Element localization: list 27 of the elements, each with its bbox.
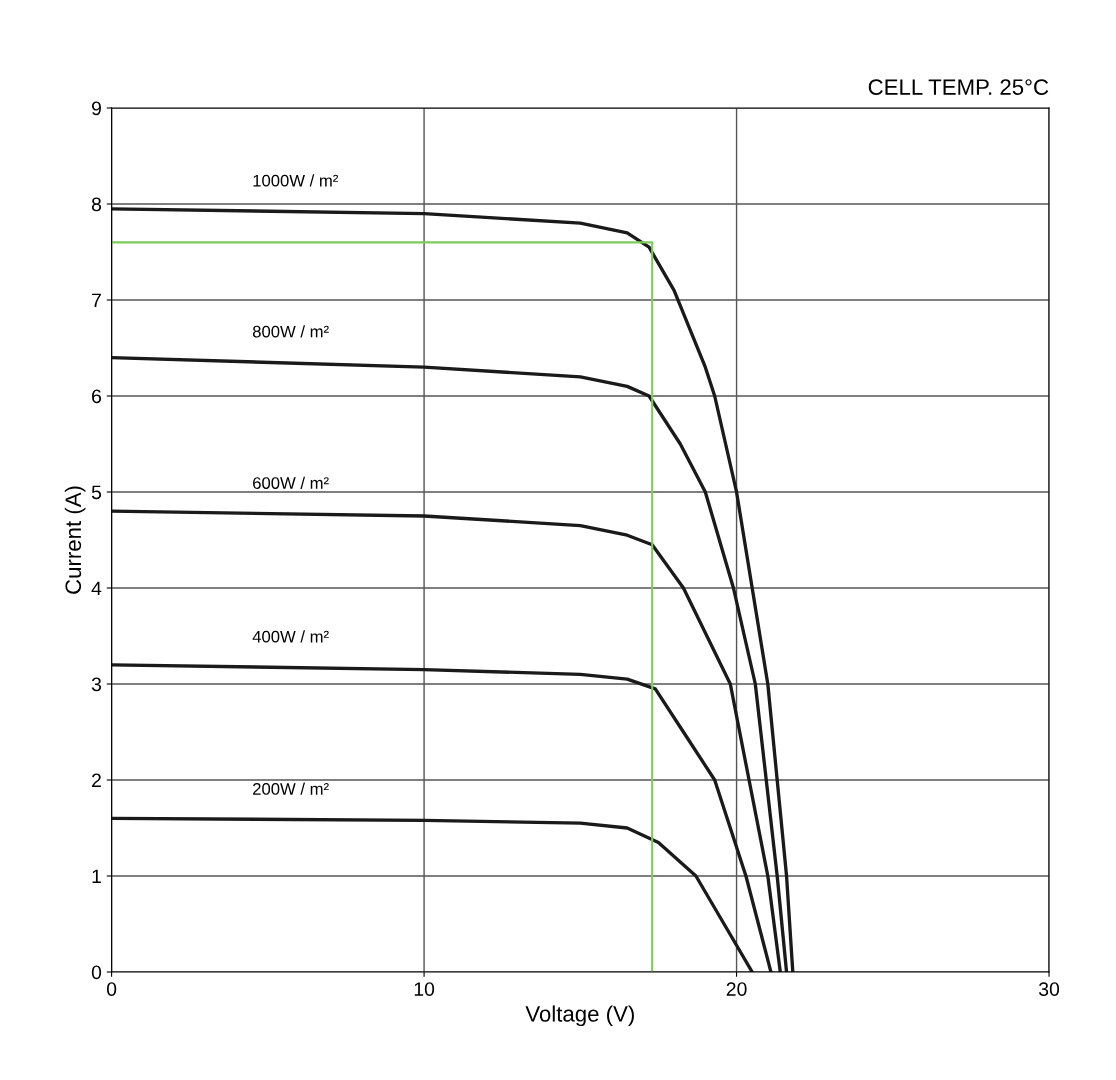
line-series <box>111 207 795 972</box>
line-series <box>111 663 773 972</box>
y-tick-label: 3 <box>91 677 102 692</box>
y-tick-label: 8 <box>91 197 102 212</box>
series-label: 600W / m² <box>253 476 329 489</box>
series-label: 400W / m² <box>252 630 329 643</box>
text: CELL TEMP. 25°C <box>868 79 1049 95</box>
y-tick-label: 0 <box>91 965 102 980</box>
x-axis-title: Voltage (V) <box>525 1005 634 1027</box>
y-axis-title: Current (A) <box>64 486 86 594</box>
x-tick-label: 0 <box>106 982 117 996</box>
y-tick-label: 6 <box>92 389 102 404</box>
y-tick-label: 5 <box>91 485 102 500</box>
series-label: 1000W / m² <box>253 174 339 187</box>
line-series <box>111 355 789 972</box>
y-tick-label: 9 <box>91 101 101 116</box>
x-tick-label: 10 <box>414 982 435 996</box>
y-tick-label: 1 <box>92 869 101 884</box>
y-tick-label: 4 <box>91 581 102 596</box>
line-series <box>111 509 782 972</box>
y-tick-label: 2 <box>92 773 101 788</box>
line-series <box>111 816 754 972</box>
series-label: 800W / m² <box>252 325 329 338</box>
x-tick-label: 30 <box>1038 982 1060 996</box>
series-label: 200W / m² <box>253 782 329 795</box>
x-tick-label: 20 <box>726 982 747 996</box>
y-tick-label: 7 <box>92 293 101 308</box>
